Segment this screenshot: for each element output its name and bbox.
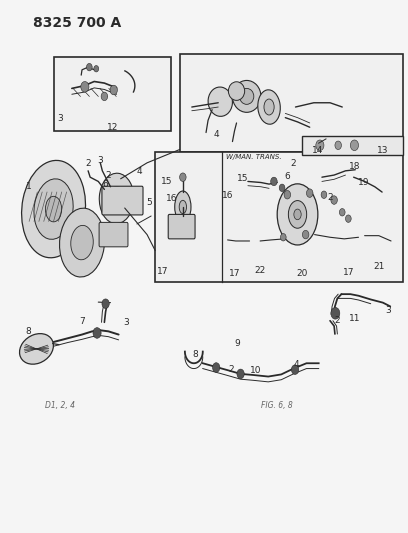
- Text: 6: 6: [103, 180, 109, 189]
- Text: FIG. 6, 8: FIG. 6, 8: [261, 401, 293, 410]
- Text: 22: 22: [254, 266, 265, 275]
- Circle shape: [331, 196, 337, 204]
- Ellipse shape: [228, 82, 245, 100]
- Circle shape: [331, 308, 340, 319]
- Text: 8: 8: [192, 350, 198, 359]
- Text: D1, 2, 4: D1, 2, 4: [44, 401, 75, 410]
- Text: 9: 9: [235, 338, 240, 348]
- Text: 2: 2: [327, 193, 333, 202]
- Ellipse shape: [179, 200, 186, 214]
- Circle shape: [279, 184, 285, 191]
- Circle shape: [102, 299, 109, 309]
- Circle shape: [101, 92, 108, 101]
- Circle shape: [86, 63, 92, 71]
- Ellipse shape: [71, 225, 93, 260]
- Ellipse shape: [258, 90, 280, 124]
- Circle shape: [291, 365, 299, 374]
- Text: 6: 6: [284, 172, 290, 181]
- Circle shape: [339, 208, 345, 216]
- Text: 10: 10: [250, 366, 262, 375]
- Ellipse shape: [60, 208, 104, 277]
- Text: 17: 17: [229, 269, 240, 278]
- Circle shape: [321, 191, 327, 198]
- Text: 17: 17: [343, 268, 354, 277]
- Text: W/MAN. TRANS.: W/MAN. TRANS.: [226, 154, 282, 160]
- Bar: [155, 152, 403, 282]
- Text: 3: 3: [385, 305, 391, 314]
- Ellipse shape: [22, 160, 86, 258]
- Circle shape: [284, 190, 290, 199]
- Text: 2: 2: [335, 316, 340, 325]
- Text: 3: 3: [57, 114, 63, 123]
- Text: 3: 3: [98, 156, 103, 165]
- Ellipse shape: [208, 87, 233, 116]
- Circle shape: [335, 141, 341, 150]
- Ellipse shape: [175, 191, 191, 223]
- Text: 19: 19: [358, 178, 369, 187]
- Circle shape: [110, 85, 118, 95]
- Text: 5: 5: [146, 198, 152, 207]
- Text: 8: 8: [25, 327, 31, 336]
- Ellipse shape: [34, 179, 73, 239]
- Ellipse shape: [294, 209, 301, 220]
- Text: 4: 4: [213, 130, 219, 139]
- Text: 2: 2: [85, 159, 91, 168]
- Text: 2: 2: [290, 159, 296, 168]
- Text: 1: 1: [26, 182, 32, 191]
- Ellipse shape: [264, 99, 274, 115]
- Circle shape: [302, 230, 309, 239]
- Circle shape: [93, 328, 101, 338]
- FancyBboxPatch shape: [168, 214, 195, 239]
- Circle shape: [94, 66, 99, 72]
- Text: 17: 17: [157, 268, 168, 276]
- Text: 2: 2: [106, 171, 111, 180]
- Circle shape: [180, 173, 186, 181]
- Bar: [180, 54, 403, 152]
- Circle shape: [81, 82, 89, 92]
- Ellipse shape: [277, 184, 318, 245]
- Circle shape: [316, 140, 324, 151]
- Ellipse shape: [99, 173, 134, 224]
- Text: 15: 15: [161, 177, 172, 186]
- Text: 13: 13: [377, 146, 389, 155]
- Text: 4: 4: [293, 360, 299, 369]
- Text: 21: 21: [373, 262, 384, 271]
- Text: 4: 4: [136, 167, 142, 176]
- FancyBboxPatch shape: [102, 186, 143, 215]
- Ellipse shape: [20, 334, 53, 364]
- Circle shape: [350, 140, 359, 151]
- Ellipse shape: [233, 80, 261, 112]
- Text: 20: 20: [296, 269, 307, 278]
- Text: 12: 12: [107, 123, 118, 132]
- Text: 11: 11: [349, 314, 360, 323]
- Circle shape: [280, 233, 286, 241]
- Ellipse shape: [109, 187, 125, 211]
- Circle shape: [213, 363, 220, 372]
- Ellipse shape: [45, 196, 62, 222]
- Text: 16: 16: [166, 194, 177, 203]
- Text: 14: 14: [312, 146, 324, 155]
- Ellipse shape: [288, 200, 307, 228]
- Text: 18: 18: [349, 162, 360, 171]
- Text: 16: 16: [222, 191, 233, 200]
- FancyBboxPatch shape: [99, 222, 128, 247]
- Text: 7: 7: [79, 317, 85, 326]
- Ellipse shape: [239, 88, 254, 104]
- Bar: [302, 136, 403, 155]
- Circle shape: [271, 177, 277, 185]
- Circle shape: [346, 215, 351, 222]
- Circle shape: [237, 369, 244, 378]
- Circle shape: [306, 189, 313, 197]
- Text: 2: 2: [228, 365, 234, 374]
- Bar: [53, 56, 171, 131]
- Text: 3: 3: [123, 318, 129, 327]
- Text: 8325 700 A: 8325 700 A: [33, 15, 122, 29]
- Text: 15: 15: [237, 174, 248, 183]
